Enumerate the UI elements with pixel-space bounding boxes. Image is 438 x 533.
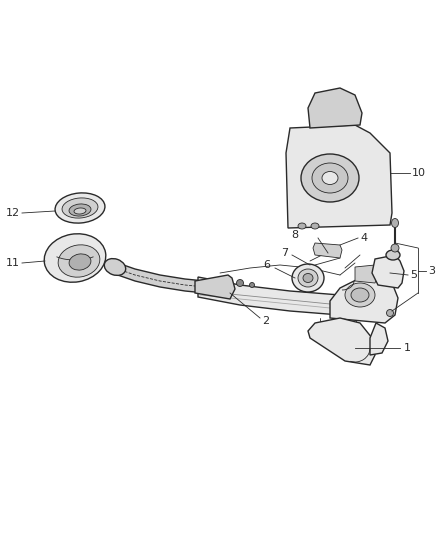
Text: 7: 7 xyxy=(281,248,288,258)
Ellipse shape xyxy=(351,288,369,302)
Polygon shape xyxy=(112,261,205,293)
Polygon shape xyxy=(372,255,404,288)
Ellipse shape xyxy=(69,254,91,270)
Text: 10: 10 xyxy=(412,168,426,178)
Polygon shape xyxy=(355,265,380,283)
Ellipse shape xyxy=(104,259,126,276)
Text: 8: 8 xyxy=(291,230,298,240)
Text: 1: 1 xyxy=(404,343,411,353)
Ellipse shape xyxy=(322,172,338,184)
Polygon shape xyxy=(313,243,342,258)
Ellipse shape xyxy=(386,310,393,317)
Text: 5: 5 xyxy=(410,270,417,280)
Ellipse shape xyxy=(62,198,98,218)
Ellipse shape xyxy=(44,234,106,282)
Text: 11: 11 xyxy=(6,258,20,268)
Ellipse shape xyxy=(391,244,399,252)
Ellipse shape xyxy=(386,250,400,260)
Ellipse shape xyxy=(69,204,91,216)
Polygon shape xyxy=(330,275,398,323)
Ellipse shape xyxy=(74,208,86,214)
Polygon shape xyxy=(308,88,362,128)
Text: 3: 3 xyxy=(428,266,435,276)
Text: 6: 6 xyxy=(263,260,270,270)
Ellipse shape xyxy=(292,264,324,292)
Polygon shape xyxy=(195,275,235,299)
Ellipse shape xyxy=(392,219,399,228)
Ellipse shape xyxy=(303,273,313,282)
Text: 2: 2 xyxy=(262,316,269,326)
Polygon shape xyxy=(198,277,365,315)
Ellipse shape xyxy=(345,283,375,307)
Ellipse shape xyxy=(298,269,318,287)
Ellipse shape xyxy=(58,245,100,277)
Ellipse shape xyxy=(311,223,319,229)
Ellipse shape xyxy=(55,193,105,223)
Ellipse shape xyxy=(237,279,244,287)
Polygon shape xyxy=(308,318,375,365)
Ellipse shape xyxy=(250,282,254,287)
Polygon shape xyxy=(286,125,392,228)
Ellipse shape xyxy=(301,154,359,202)
Ellipse shape xyxy=(298,223,306,229)
Ellipse shape xyxy=(312,163,348,193)
Text: 4: 4 xyxy=(360,233,367,243)
Polygon shape xyxy=(370,323,388,355)
Text: 12: 12 xyxy=(6,208,20,218)
